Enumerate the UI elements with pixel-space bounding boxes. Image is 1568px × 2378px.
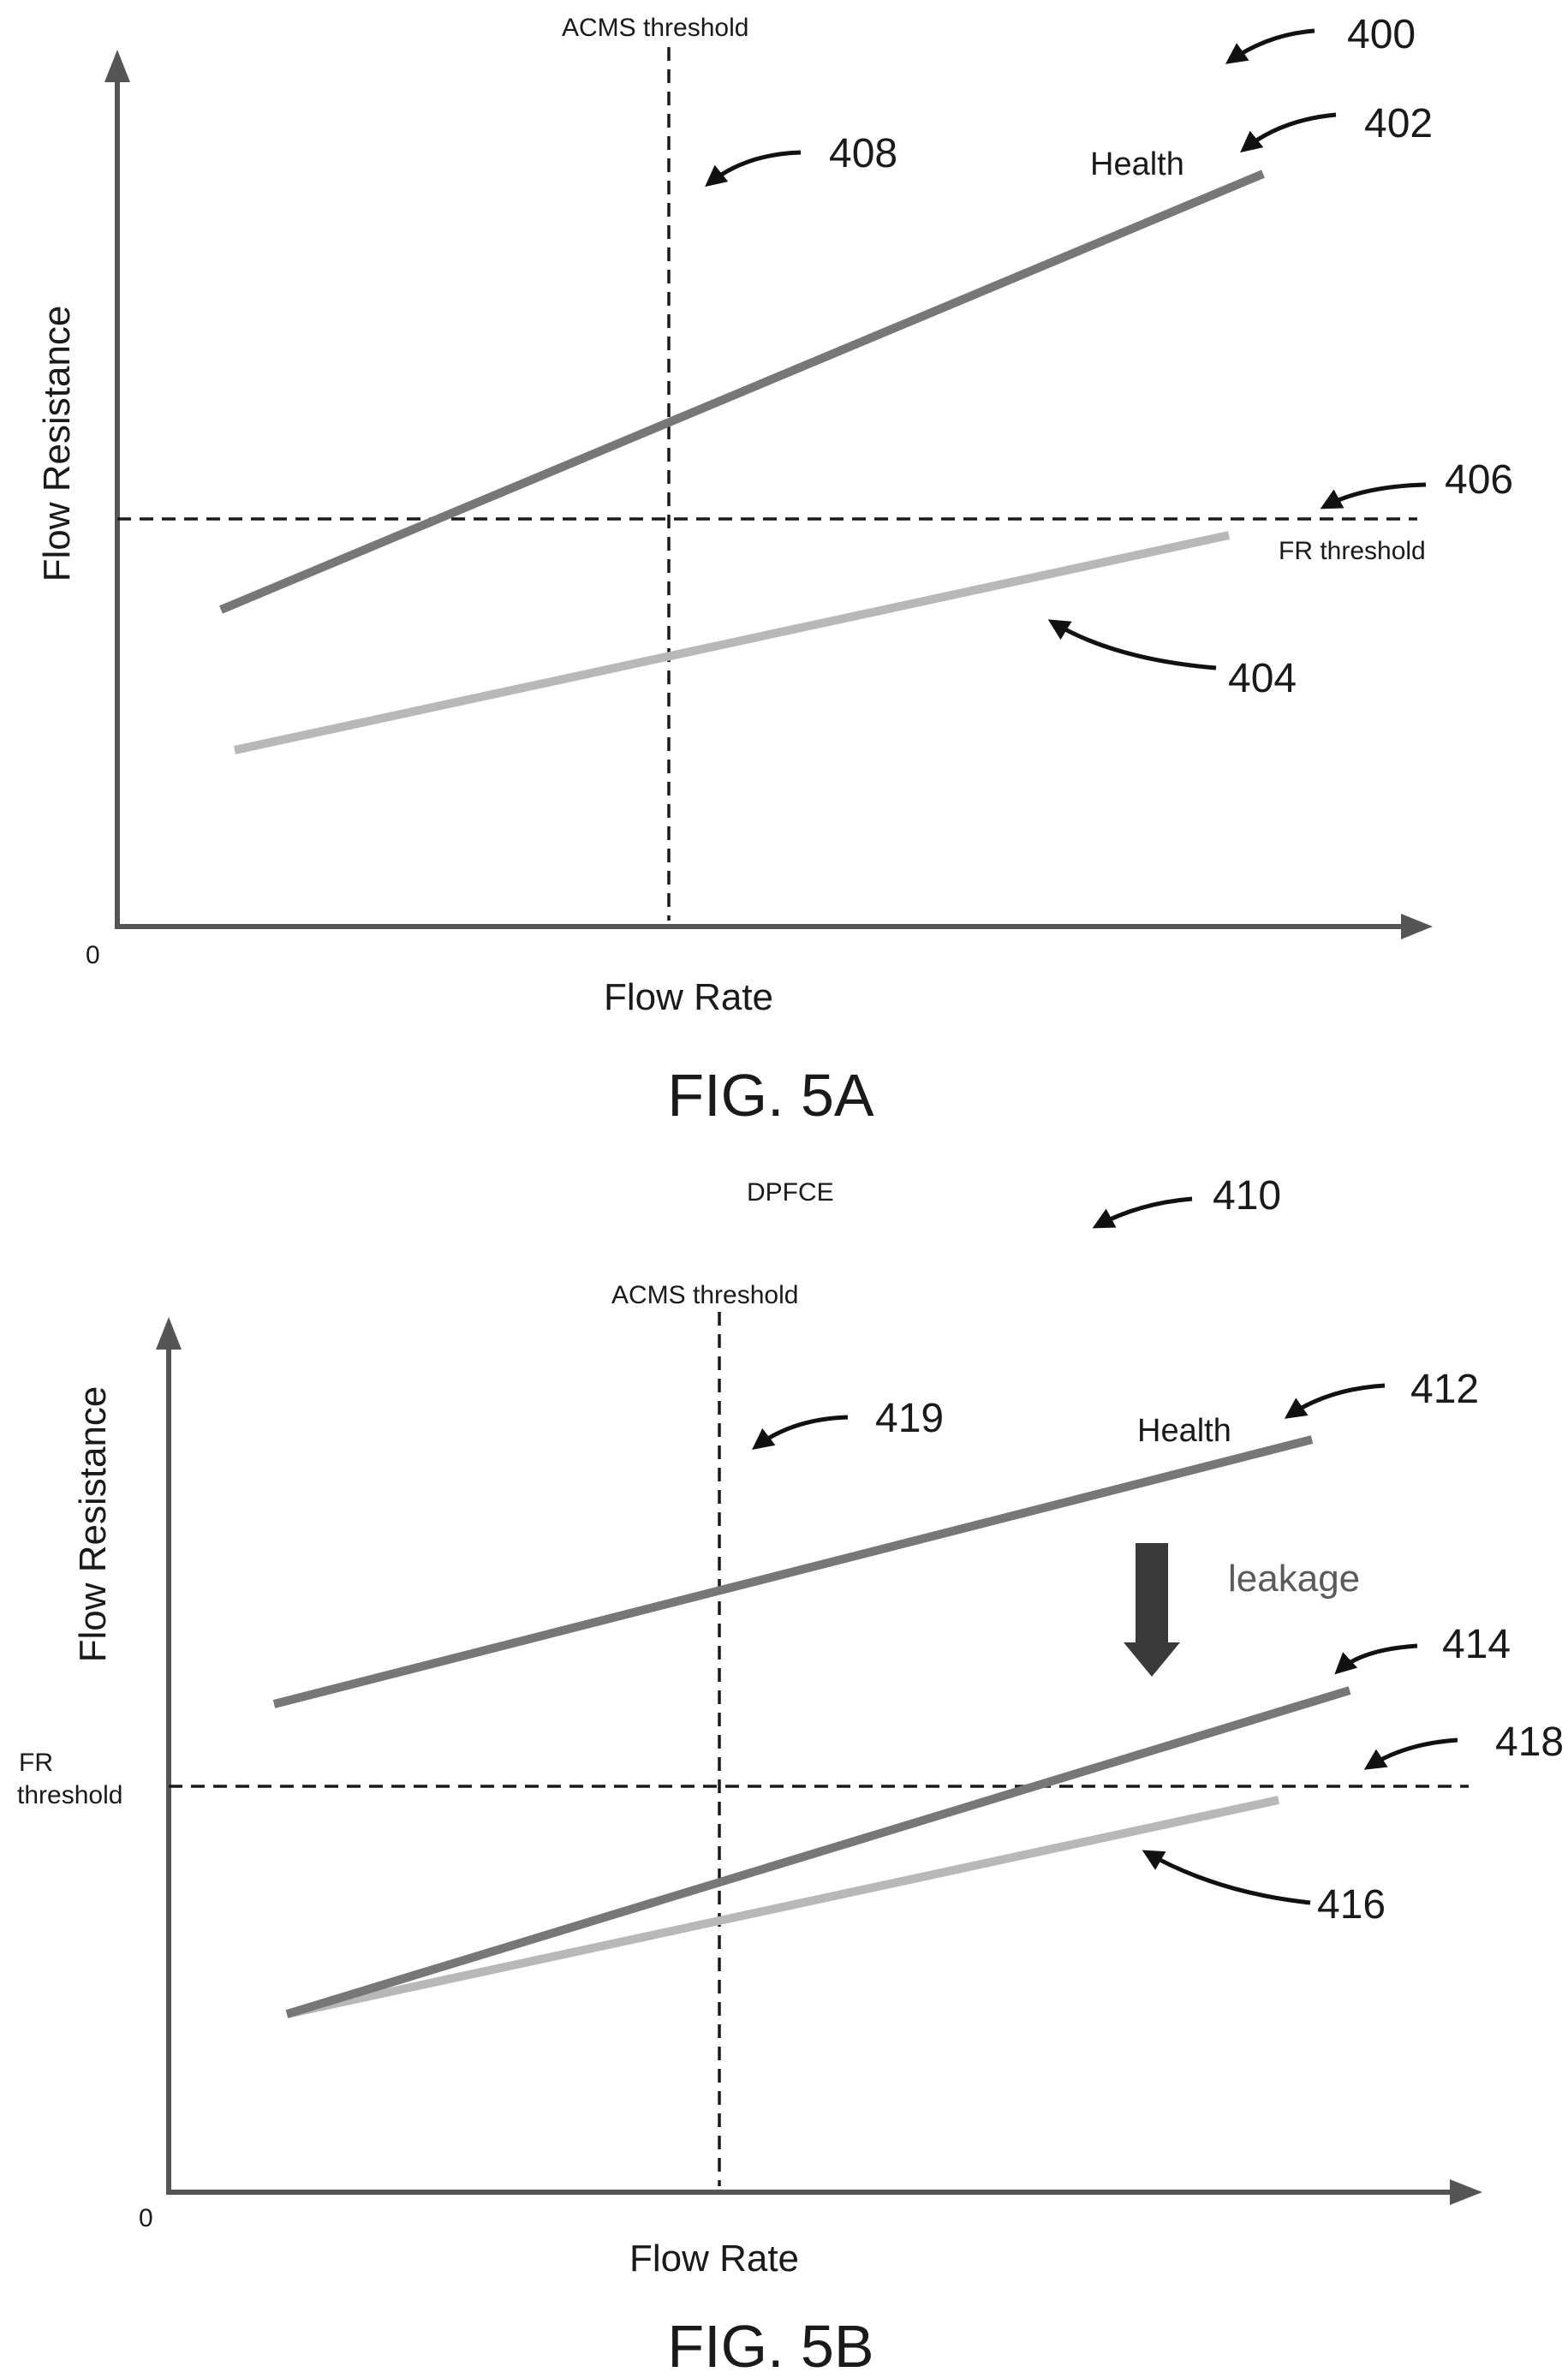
- lower-line-a: [233, 531, 1231, 754]
- fr-threshold-label-a: FR threshold: [1279, 537, 1426, 565]
- ref-416: 416: [1317, 1882, 1386, 1928]
- leader-412: [1284, 1383, 1386, 1419]
- leader-410: [1092, 1196, 1193, 1229]
- y-axis-label-b: Flow Resistance: [72, 1386, 114, 1663]
- leakage-label: leakage: [1228, 1558, 1360, 1600]
- health-line-b: [272, 1435, 1314, 1708]
- y-axis-arrow-b: [156, 1317, 182, 1350]
- chart-title-b: DPFCE: [747, 1178, 834, 1207]
- leader-418: [1363, 1737, 1458, 1770]
- ref-400: 400: [1347, 12, 1416, 57]
- ref-419: 419: [875, 1396, 944, 1441]
- x-axis-arrow-b: [1450, 2179, 1482, 2205]
- leader-404: [1047, 619, 1217, 670]
- acms-threshold-label-b: ACMS threshold: [611, 1281, 798, 1309]
- fig-5b: DPFCE 410 ACMS threshold 412 419 Health …: [17, 1173, 1564, 2378]
- fig-5a: ACMS threshold 400 402 408 Health 406 FR…: [36, 12, 1513, 1129]
- figure-caption-b: FIG. 5B: [667, 2313, 873, 2378]
- ref-408: 408: [829, 131, 897, 176]
- health-line-a: [219, 170, 1265, 614]
- leader-419: [752, 1415, 849, 1451]
- leakage-arrow: [1124, 1543, 1180, 1677]
- origin-label-a: 0: [86, 941, 100, 969]
- health-label-a: Health: [1090, 146, 1184, 182]
- y-axis-label-a: Flow Resistance: [36, 306, 78, 582]
- fr-threshold-label-b-line2: threshold: [17, 1781, 122, 1809]
- leader-400: [1225, 28, 1315, 64]
- x-axis-label-a: Flow Rate: [604, 976, 773, 1018]
- leader-408: [705, 150, 802, 188]
- ref-418: 418: [1495, 1719, 1564, 1765]
- ref-412: 412: [1410, 1367, 1479, 1412]
- ref-410: 410: [1213, 1173, 1281, 1219]
- fr-threshold-label-b-line1: FR: [19, 1749, 53, 1777]
- ref-402: 402: [1364, 101, 1433, 146]
- origin-label-b: 0: [139, 2204, 153, 2232]
- middle-line-b: [285, 1686, 1351, 2018]
- health-label-b: Health: [1137, 1413, 1231, 1449]
- leader-406: [1320, 482, 1427, 510]
- acms-threshold-label-a: ACMS threshold: [562, 14, 748, 42]
- leader-414: [1334, 1643, 1418, 1675]
- y-axis-arrow-a: [104, 50, 130, 82]
- ref-406: 406: [1445, 457, 1513, 503]
- x-axis-label-b: Flow Rate: [629, 2238, 799, 2280]
- ref-414: 414: [1442, 1622, 1511, 1667]
- leader-402: [1240, 112, 1337, 153]
- x-axis-arrow-a: [1401, 914, 1433, 939]
- ref-404: 404: [1228, 656, 1297, 701]
- leader-416: [1142, 1850, 1311, 1905]
- lower-line-b: [285, 1796, 1280, 2018]
- figure-caption-a: FIG. 5A: [667, 1062, 873, 1129]
